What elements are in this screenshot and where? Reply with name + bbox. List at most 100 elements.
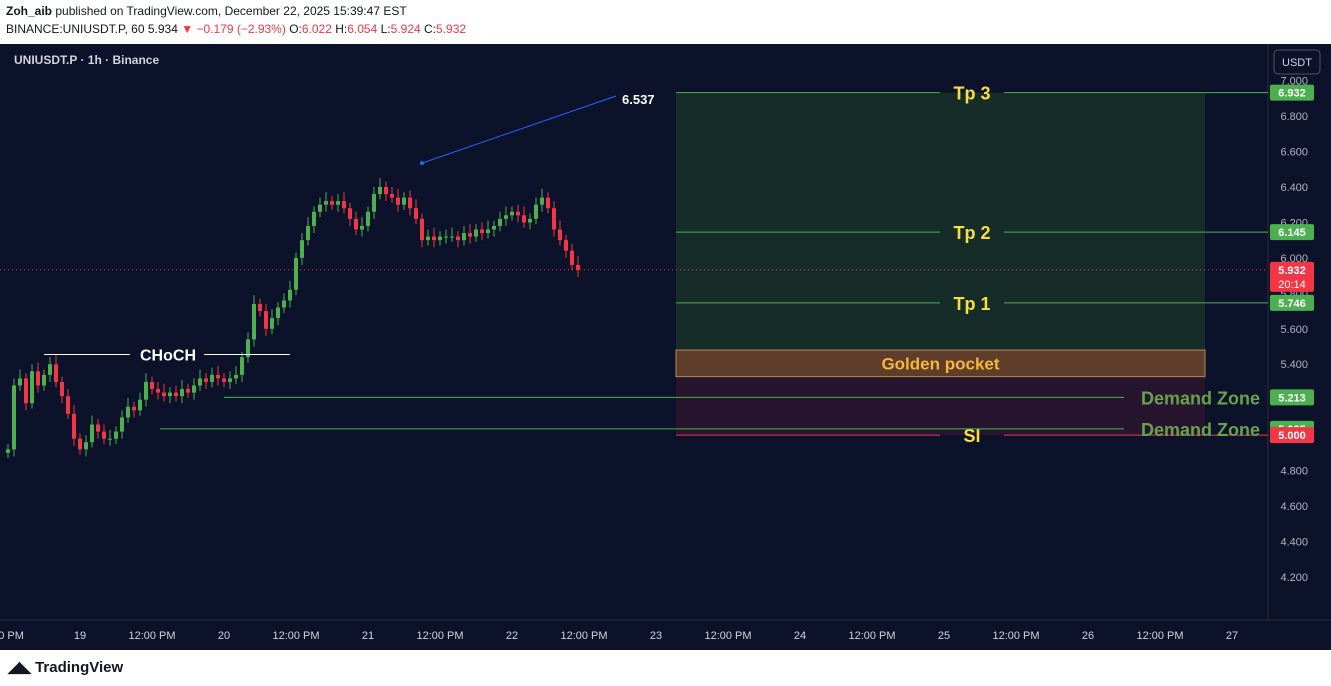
footer: ◢◣ TradingView [0, 650, 1331, 686]
candle-body [132, 406, 136, 411]
currency-button-bg[interactable] [1273, 49, 1321, 75]
candle-body [288, 289, 292, 301]
candle-body [216, 374, 220, 379]
price-chart[interactable]: UNIUSDT.P · 1h · Binance 7.000 6.800 6.600 6… [0, 44, 1331, 650]
header: Zoh_aib published on TradingView.com, De… [0, 0, 1331, 44]
tp1-badge-bg [1270, 294, 1314, 311]
candle-body [66, 396, 70, 414]
sl-badge-bg [1270, 427, 1314, 444]
candle-body [270, 318, 274, 329]
demand1-badge: 5.213 [1278, 392, 1306, 404]
publish-info: published on TradingView.com, December 2… [55, 4, 407, 18]
last-price-badge-bg [1270, 261, 1314, 292]
candle-body [480, 229, 484, 234]
tp3-badge-bg [1270, 84, 1314, 101]
tradingview-logo[interactable]: ◢◣ TradingView [8, 658, 123, 677]
candle-body [564, 240, 568, 251]
candle-body [294, 257, 298, 290]
candle-body [576, 264, 580, 270]
tp1-label: Tp 1 [953, 294, 990, 314]
candle-body [234, 374, 238, 379]
candle-body [24, 378, 28, 404]
candle-body [258, 303, 262, 312]
y-tick-label: 5.600 [1280, 324, 1308, 336]
candle-body [516, 211, 520, 216]
candle-body [276, 307, 280, 319]
candle-body [384, 186, 388, 195]
high-label: 6.537 [622, 92, 655, 107]
demand1-label: Demand Zone [1141, 388, 1260, 408]
candle-body [360, 225, 364, 230]
candle-body [486, 229, 490, 234]
candle-body [12, 385, 16, 450]
candle-body [492, 225, 496, 230]
candle-body [108, 438, 112, 440]
demand1-badge-bg [1270, 389, 1314, 406]
candle-body [402, 197, 406, 205]
candle-body [6, 449, 10, 453]
candle-body [336, 201, 340, 205]
candle-body [498, 218, 502, 226]
down-arrow-icon: ▼ [181, 22, 194, 36]
last-price: 5.934 [147, 22, 178, 36]
x-tick-label: 25 [938, 630, 950, 642]
tradingview-logo-icon: ◢◣ [8, 659, 32, 676]
x-tick-label: 12:00 PM [704, 630, 751, 642]
y-tick-label: 4.600 [1280, 501, 1308, 513]
close-label: C: [424, 22, 437, 36]
x-tick-label: 12:00 PM [848, 630, 895, 642]
candle-body [168, 392, 172, 397]
candle-body [84, 442, 88, 450]
candle-body [36, 371, 40, 386]
candle-body [72, 413, 76, 439]
x-tick-label: 12:00 PM [128, 630, 175, 642]
candle-body [390, 194, 394, 198]
candle-body [378, 186, 382, 195]
candle-body [306, 225, 310, 241]
x-tick-label: 21 [362, 630, 374, 642]
y-tick-label: 6.000 [1280, 253, 1308, 265]
candle-body [282, 300, 286, 308]
candle-body [426, 236, 430, 241]
candle-body [474, 229, 478, 237]
candle-body [198, 378, 202, 386]
candle-body [42, 374, 46, 386]
candle-body [156, 389, 160, 393]
candle-body [546, 197, 550, 209]
price-axis-panel [1268, 44, 1331, 650]
x-tick-label: 20 [218, 630, 230, 642]
x-tick-label: 12:00 PM [560, 630, 607, 642]
currency-button[interactable]: USDT [1282, 57, 1312, 69]
ohlc-line: BINANCE:UNIUSDT.P, 60 5.934 ▼ −0.179 (−2… [6, 22, 466, 36]
y-tick-label: 7.000 [1280, 76, 1308, 88]
candle-body [150, 381, 154, 390]
low-label: L: [380, 22, 391, 36]
y-tick-label: 5.400 [1280, 359, 1308, 371]
close-value: 5.932 [436, 22, 467, 36]
x-tick-label: 12:00 PM [1136, 630, 1183, 642]
candle-body [372, 194, 376, 212]
candle-body [450, 236, 454, 238]
candle-body [456, 236, 460, 241]
y-tick-label: 4.200 [1280, 572, 1308, 584]
candle-body [348, 208, 352, 219]
publish-line: Zoh_aib published on TradingView.com, De… [6, 4, 407, 18]
candle-body [318, 204, 322, 212]
chart-area[interactable]: UNIUSDT.P · 1h · Binance 7.000 6.800 6.600 6… [0, 44, 1331, 650]
candle-body [204, 378, 208, 382]
candle-body [144, 381, 148, 400]
candle-body [420, 218, 424, 241]
y-tick-label: 6.600 [1280, 147, 1308, 159]
high-label: H: [335, 22, 348, 36]
symbol-line: BINANCE:UNIUSDT.P, 60 [6, 22, 145, 36]
golden-pocket-box[interactable] [675, 349, 1206, 378]
x-tick-label: 24 [794, 630, 806, 642]
sl-badge: 5.000 [1278, 430, 1306, 442]
candle-body [570, 250, 574, 265]
candle-body [396, 197, 400, 205]
sl-label: Sl [963, 426, 980, 446]
candle-body [96, 424, 100, 432]
target-zone [676, 92, 1205, 351]
high-trendline-anchor[interactable] [420, 161, 424, 166]
author-name[interactable]: Zoh_aib [6, 4, 53, 18]
